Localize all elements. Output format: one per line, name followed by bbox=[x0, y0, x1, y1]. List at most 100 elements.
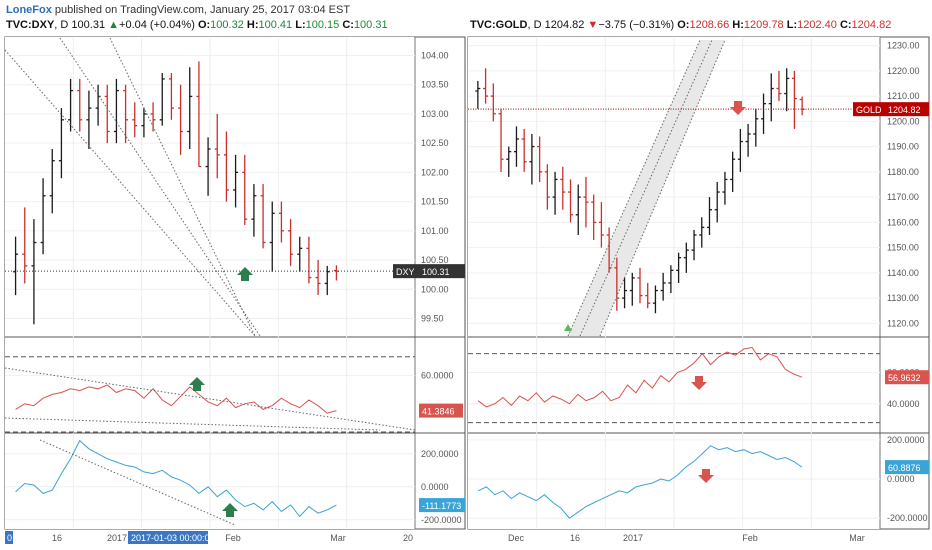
dxy-cci-tag-bg bbox=[419, 498, 465, 513]
dxy-price-tick: 103.50 bbox=[421, 80, 449, 90]
sell-arrow-icon bbox=[730, 101, 746, 115]
gold-last: 1204.82 bbox=[544, 19, 585, 31]
gold-price-tick: 1150.00 bbox=[887, 243, 919, 253]
dxy-trendline bbox=[109, 37, 256, 337]
dxy-symbol: TVC:DXY bbox=[6, 19, 55, 31]
gold-cci-tag-bg bbox=[885, 460, 929, 475]
gold-price-tick: 1190.00 bbox=[887, 142, 919, 152]
gold-legend: TVC:GOLD, D 1204.82 ▼−3.75 (−0.31%) O:12… bbox=[470, 19, 892, 31]
gold-price-tick: 1220.00 bbox=[887, 66, 920, 76]
dxy-change: +0.04 (+0.04%) bbox=[119, 19, 195, 31]
dxy-price-tick: 100.00 bbox=[421, 284, 449, 294]
dxy-price-tick: 101.00 bbox=[421, 226, 449, 236]
signal-triangle-icon bbox=[564, 324, 572, 331]
dxy-x-tick: 2017 bbox=[107, 533, 127, 543]
gold-x-tick: 16 bbox=[570, 533, 580, 543]
gold-cci-tick: 0.0000 bbox=[887, 474, 915, 484]
down-triangle-icon: ▼ bbox=[587, 19, 599, 31]
gold-price-tag-label-bg bbox=[853, 102, 885, 117]
gold-open: 1208.66 bbox=[689, 19, 730, 31]
dxy-price-tag-value: 100.31 bbox=[422, 267, 450, 277]
dxy-x-tick: 16 bbox=[52, 533, 62, 543]
dxy-trendline bbox=[39, 439, 236, 526]
dxy-price-tick: 103.00 bbox=[421, 109, 449, 119]
gold-price-tag-value: 1204.82 bbox=[888, 105, 921, 115]
dxy-rsi-tag-bg bbox=[419, 403, 463, 418]
dxy-legend: TVC:DXY, D 100.31 ▲+0.04 (+0.04%) O:100.… bbox=[6, 19, 388, 31]
dxy-low-label: L: bbox=[295, 19, 306, 31]
dxy-price-tick: 104.00 bbox=[421, 51, 449, 61]
gold-interval: D bbox=[533, 19, 542, 31]
dxy-trendline bbox=[4, 417, 381, 431]
dxy-x-first-bg bbox=[5, 531, 13, 544]
gold-open-label: O: bbox=[677, 19, 690, 31]
buy-arrow-icon bbox=[237, 267, 253, 281]
gold-symbol: TVC:GOLD bbox=[470, 19, 528, 31]
gold-price-tick: 1180.00 bbox=[887, 167, 919, 177]
gold-price-tick: 1130.00 bbox=[887, 293, 919, 303]
author-name[interactable]: LoneFox bbox=[6, 4, 52, 16]
dxy-rsi-tick: 60.0000 bbox=[421, 371, 454, 381]
gold-x-tick: 2017 bbox=[623, 533, 643, 543]
dxy-cci-tick: 0.0000 bbox=[421, 482, 449, 492]
gold-cci-tick: -200.0000 bbox=[887, 513, 928, 523]
dxy-price-tick: 101.50 bbox=[421, 197, 449, 207]
gold-price-tick: 1200.00 bbox=[887, 116, 920, 126]
dxy-price-tick: 99.50 bbox=[421, 313, 444, 323]
dxy-trendline bbox=[59, 37, 261, 337]
sell-arrow-icon bbox=[691, 376, 707, 390]
gold-price-tick: 1120.00 bbox=[887, 318, 919, 328]
dxy-cci-line bbox=[15, 439, 337, 518]
dxy-close-label: C: bbox=[342, 19, 354, 31]
dxy-x-tick: Mar bbox=[330, 533, 346, 543]
sell-arrow-icon bbox=[698, 469, 714, 483]
gold-rsi-line bbox=[477, 346, 803, 408]
dxy-price-tag-label: DXY bbox=[396, 267, 415, 277]
dxy-cci-tick: -200.0000 bbox=[421, 515, 462, 525]
dxy-interval: D bbox=[60, 19, 69, 31]
dxy-open-label: O: bbox=[197, 19, 211, 31]
dxy-last: 100.31 bbox=[71, 19, 106, 31]
buy-arrow-icon bbox=[189, 377, 205, 391]
gold-price-tick: 1160.00 bbox=[887, 217, 919, 227]
gold-price-tag-bg bbox=[885, 102, 929, 117]
up-triangle-icon: ▲ bbox=[108, 19, 120, 31]
gold-channel-line bbox=[579, 39, 713, 337]
buy-arrow-icon bbox=[222, 503, 238, 517]
gold-channel-line bbox=[599, 39, 726, 337]
gold-rsi-tag-bg bbox=[885, 370, 929, 385]
dxy-price-tick: 100.50 bbox=[421, 255, 449, 265]
gold-cci-tick: 200.0000 bbox=[887, 435, 925, 445]
gold-rsi-tick: 40.0000 bbox=[887, 399, 920, 409]
gold-price-tick: 1210.00 bbox=[887, 91, 920, 101]
gold-low: 1202.40 bbox=[797, 19, 837, 31]
dxy-price-tick: 102.50 bbox=[421, 138, 449, 148]
publish-info: published on TradingView.com, January 25… bbox=[54, 4, 351, 16]
gold-x-tick: Dec bbox=[508, 533, 525, 543]
dxy-rsi-tag-value: 41.3846 bbox=[422, 407, 455, 417]
gold-price-tick: 1140.00 bbox=[887, 268, 919, 278]
publish-header: LoneFox published on TradingView.com, Ja… bbox=[6, 4, 350, 16]
dxy-close: 100.31 bbox=[353, 19, 388, 31]
gold-channel-line bbox=[567, 39, 701, 337]
gold-x-tick: Mar bbox=[849, 533, 865, 543]
dxy-price-tag-label-bg bbox=[393, 264, 419, 279]
dxy-x-first: 0 bbox=[7, 533, 12, 543]
cursor-date-bg bbox=[128, 531, 208, 544]
gold-high-label: H: bbox=[732, 19, 744, 31]
dxy-cci-tick: 200.0000 bbox=[421, 449, 459, 459]
dxy-rsi-line bbox=[15, 384, 337, 414]
dxy-trendline bbox=[4, 367, 416, 431]
gold-change: −3.75 (−0.31%) bbox=[598, 19, 675, 31]
dxy-cci-tag-value: -111.1773 bbox=[422, 501, 461, 511]
dxy-x-tick: Feb bbox=[225, 533, 241, 543]
gold-rsi-tag-value: 56.9632 bbox=[888, 373, 921, 383]
gold-close-label: C: bbox=[839, 19, 852, 31]
dxy-price-tick: 102.00 bbox=[421, 167, 449, 177]
dxy-high-label: H: bbox=[246, 19, 259, 31]
gold-high: 1209.78 bbox=[743, 19, 784, 31]
cursor-date-label: 2017-01-03 00:00:00 bbox=[131, 533, 215, 543]
dxy-trendline bbox=[4, 49, 256, 337]
gold-price-tick: 1170.00 bbox=[887, 192, 919, 202]
